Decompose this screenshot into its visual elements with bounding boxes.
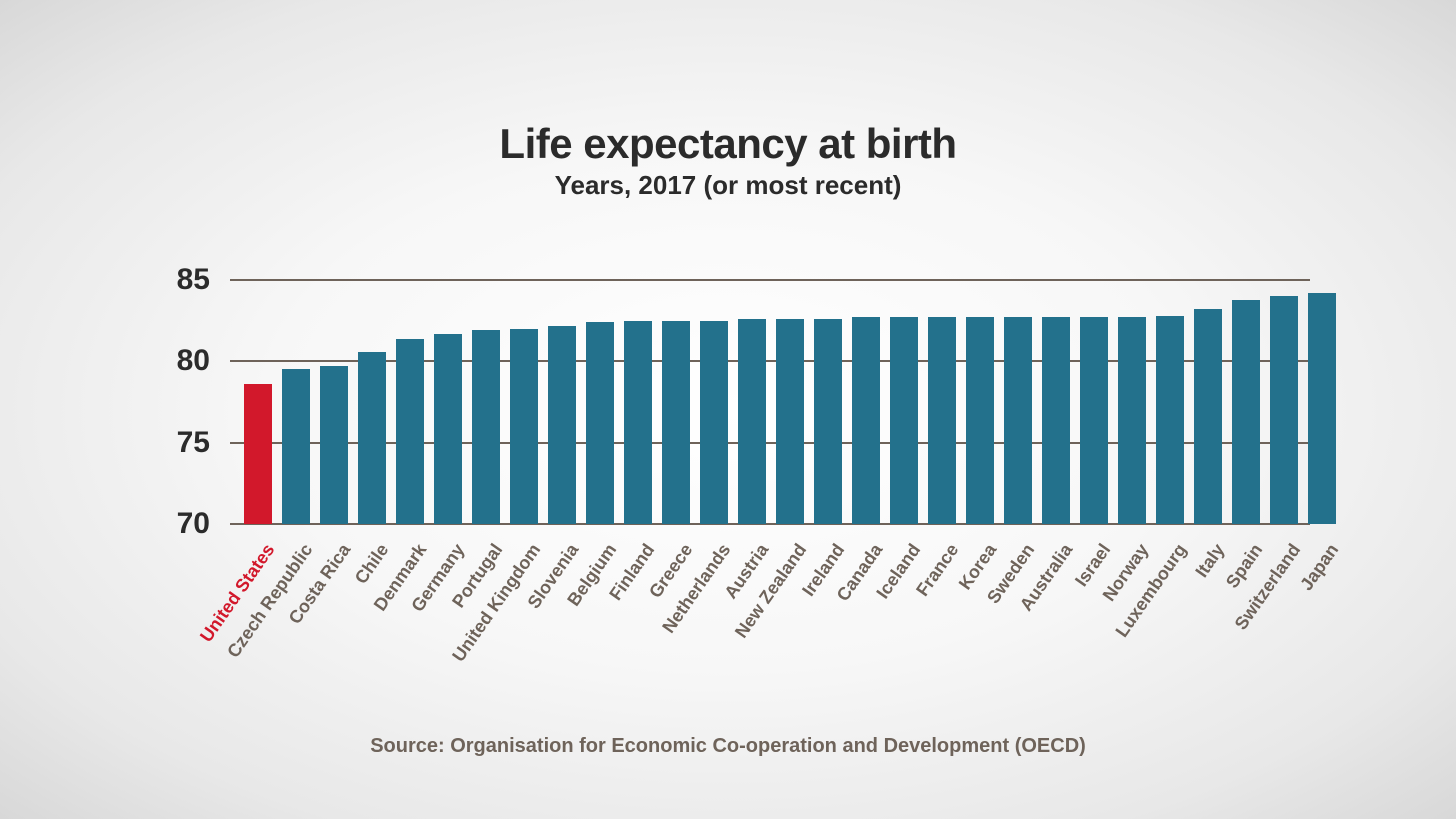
x-axis-labels: United StatesCzech RepublicCosta RicaChi… bbox=[0, 0, 1456, 819]
plot-area: 70758085 United StatesCzech RepublicCost… bbox=[0, 0, 1456, 819]
chart-source: Source: Organisation for Economic Co-ope… bbox=[0, 735, 1456, 758]
